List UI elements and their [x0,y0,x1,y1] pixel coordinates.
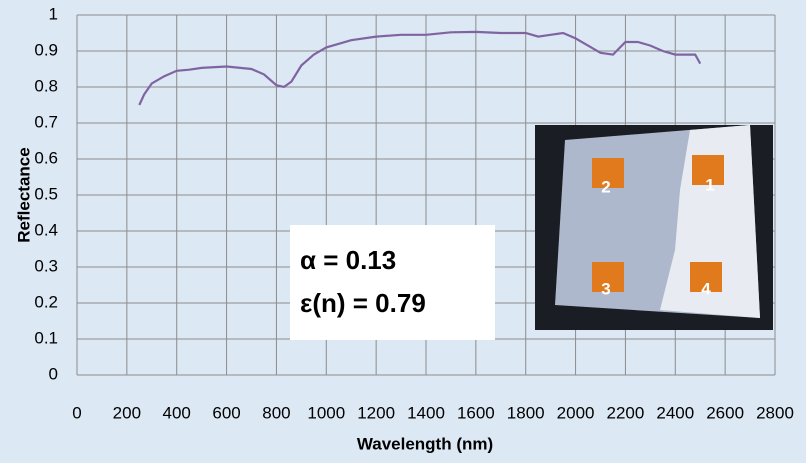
marker [690,262,722,292]
marker-label: 3 [601,279,610,298]
x-tick-label: 1000 [307,403,345,422]
y-tick-label: 0.8 [34,76,58,95]
x-tick-label: 2000 [557,403,595,422]
x-tick-label: 1600 [457,403,495,422]
y-tick-label: 0.1 [34,328,58,347]
x-axis-label: Wavelength (nm) [357,434,493,453]
annotation: α = 0.13 [300,245,396,275]
marker [692,155,724,185]
x-tick-label: 0 [72,403,81,422]
x-tick-label: 200 [113,403,141,422]
inset-photo: 1 2 3 4 [535,125,773,330]
y-axis-label: Reflectance [14,147,33,242]
y-tick-label: 0.3 [34,256,58,275]
y-tick-label: 0.5 [34,184,58,203]
y-tick-label: 1 [49,4,58,23]
y-tick-label: 0.4 [34,220,58,239]
marker [592,262,624,292]
y-tick-label: 0.7 [34,112,58,131]
y-tick-label: 0.9 [34,40,58,59]
x-tick-label: 800 [262,403,290,422]
x-tick-label: 2800 [756,403,794,422]
x-tick-label: 2600 [706,403,744,422]
annotation-box [290,225,495,340]
data-line [138,30,702,106]
x-tick-label: 600 [212,403,240,422]
y-tick-label: 0 [49,364,58,383]
marker-label: 4 [701,279,711,298]
x-tick-label: 1200 [357,403,395,422]
x-tick-label: 1800 [507,403,545,422]
lines [138,30,702,106]
y-tick-label: 0.2 [34,292,58,311]
x-tick-label: 2200 [607,403,645,422]
annotation: ε(n) = 0.79 [300,288,426,318]
marker [592,158,624,188]
marker-label: 2 [601,177,610,196]
sample-light [660,125,760,318]
y-tick-label: 0.6 [34,148,58,167]
marker-label: 1 [705,175,714,194]
x-tick-label: 2400 [656,403,694,422]
x-tick-label: 1400 [407,403,445,422]
x-tick-label: 400 [163,403,191,422]
